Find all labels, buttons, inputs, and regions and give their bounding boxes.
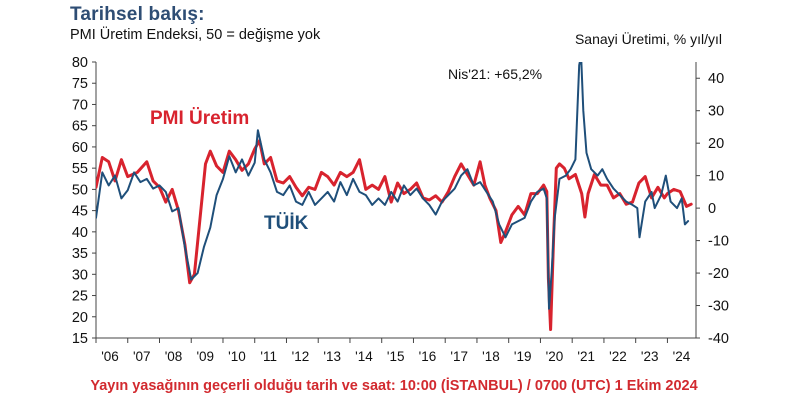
x-tick-label: '13 [323, 349, 341, 364]
x-tick-label: '19 [514, 349, 532, 364]
series-line-pmi [96, 139, 693, 331]
x-tick-label: '08 [165, 349, 183, 364]
left-tick-label: 65 [72, 119, 88, 135]
line-chart: 15 20 25 30 35 40 45 50 55 60 65 70 75 80 -40 -30 -20 -10… [72, 55, 729, 364]
left-tick-label: 35 [72, 246, 88, 262]
left-tick-label: 15 [72, 331, 88, 347]
left-tick-label: 50 [72, 182, 88, 198]
x-tick-label: '22 [609, 349, 627, 364]
x-tick-label: '15 [387, 349, 405, 364]
left-tick-label: 20 [72, 310, 88, 326]
right-tick-label: 10 [708, 169, 724, 185]
left-tick-label: 40 [72, 225, 88, 241]
left-axis-title: PMI Üretim Endeksi, 50 = değişme yok [70, 27, 321, 43]
right-tick-label: 30 [708, 104, 724, 120]
x-tick-label: '14 [355, 349, 373, 364]
x-tick-label: '12 [292, 349, 310, 364]
left-tick-label: 70 [72, 97, 88, 113]
series-label-tuik: TÜİK [264, 213, 309, 234]
left-tick-label: 45 [72, 204, 88, 220]
right-axis-title: Sanayi Üretimi, % yıl/yıl [574, 31, 722, 47]
annotation-peak: Nis'21: +65,2% [448, 66, 542, 82]
embargo-footer: Yayın yasağının geçerli olduğu tarih ve … [90, 378, 698, 394]
series-label-pmi: PMI Üretim [150, 108, 249, 129]
x-tick-label: '20 [546, 349, 564, 364]
right-tick-label: 20 [708, 136, 724, 152]
chart-title: Tarihsel bakış: [70, 4, 205, 25]
x-tick-label: '06 [101, 349, 119, 364]
x-tick-label: '16 [419, 349, 437, 364]
x-tick-label: '18 [482, 349, 500, 364]
right-tick-label: -10 [708, 234, 729, 250]
right-tick-label: -20 [708, 266, 729, 282]
left-tick-label: 75 [72, 76, 88, 92]
right-tick-label: -40 [708, 331, 729, 347]
left-tick-label: 30 [72, 267, 88, 283]
x-tick-label: '09 [196, 349, 214, 364]
left-tick-label: 25 [72, 289, 88, 305]
left-tick-label: 80 [72, 55, 88, 71]
x-tick-label: '17 [450, 349, 468, 364]
x-tick-label: '11 [260, 349, 277, 364]
series-line-tuik [96, 62, 690, 310]
x-tick-label: '23 [641, 349, 659, 364]
x-tick-label: '07 [133, 349, 151, 364]
left-tick-label: 60 [72, 140, 88, 156]
right-tick-label: 40 [708, 71, 724, 87]
x-tick-label: '21 [577, 349, 595, 364]
right-tick-label: -30 [708, 299, 729, 315]
x-tick-label: '24 [673, 349, 691, 364]
x-tick-label: '10 [228, 349, 246, 364]
left-tick-label: 55 [72, 161, 88, 177]
right-tick-label: 0 [708, 201, 716, 217]
